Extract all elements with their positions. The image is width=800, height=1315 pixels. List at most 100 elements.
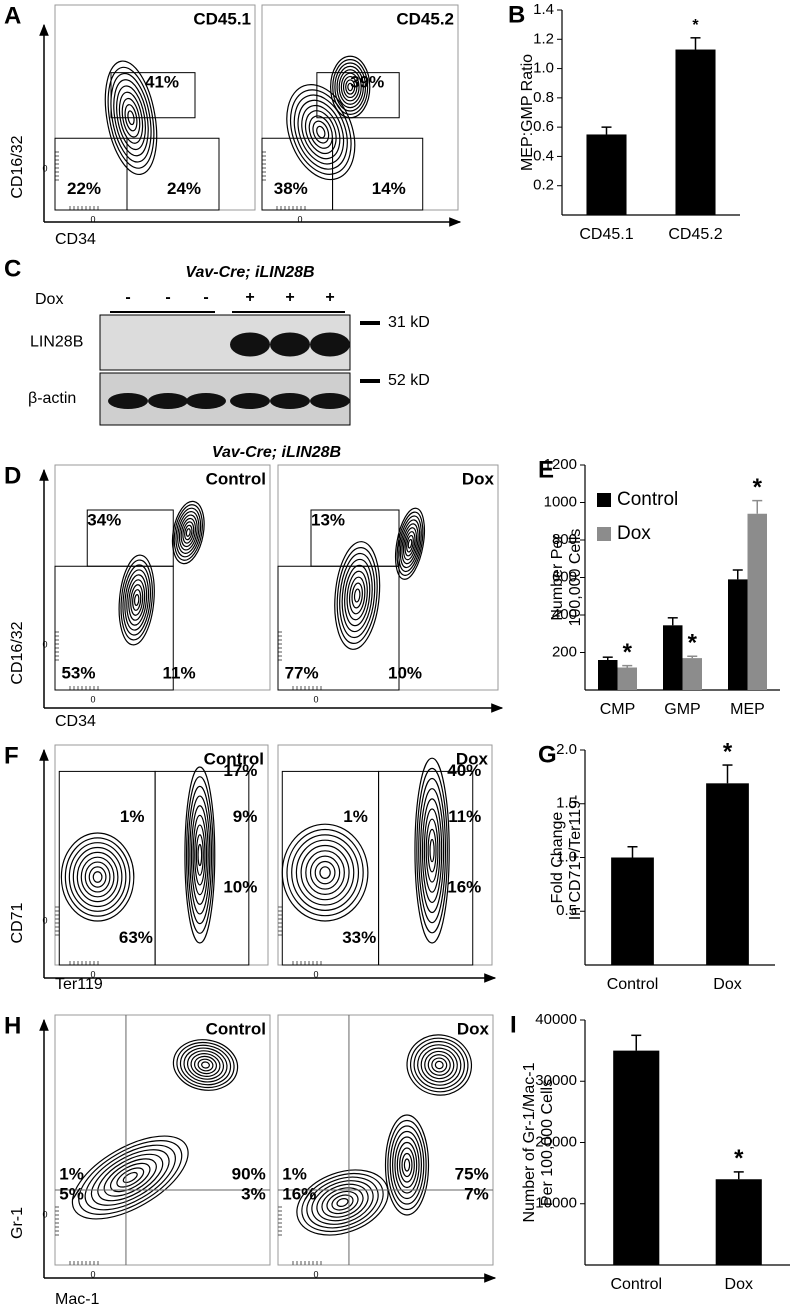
contour-line bbox=[417, 1044, 462, 1086]
contour-line bbox=[431, 1057, 448, 1073]
contour-line bbox=[304, 110, 337, 155]
contour-line bbox=[336, 546, 378, 645]
row-label: Dox bbox=[35, 291, 63, 308]
axis-zero-label: 0 bbox=[90, 214, 95, 224]
contour-line bbox=[190, 1053, 221, 1077]
axis-zero-label: 0 bbox=[313, 969, 318, 979]
contour-line bbox=[92, 871, 103, 883]
gate-percent: 33% bbox=[342, 928, 376, 947]
contour-line bbox=[312, 120, 330, 144]
y-tick-label: 200 bbox=[552, 643, 577, 660]
bar bbox=[706, 783, 749, 965]
axis-zero-label: 0 bbox=[42, 639, 47, 649]
contour-line bbox=[406, 534, 414, 553]
y-axis-label: Number Per bbox=[549, 534, 566, 621]
x-tick-label: Control bbox=[610, 1276, 662, 1293]
lane-sign: - bbox=[125, 289, 130, 306]
legend-label: Control bbox=[617, 489, 678, 510]
axis-zero-label: 0 bbox=[42, 1209, 47, 1219]
significance-marker: * bbox=[753, 474, 763, 501]
contour-line bbox=[130, 584, 144, 616]
y-axis-label: Gr-1 bbox=[9, 1207, 26, 1239]
contour-line bbox=[301, 104, 341, 160]
x-tick-label: GMP bbox=[664, 701, 700, 718]
gate-percent: 16% bbox=[447, 877, 481, 896]
panel-label: C bbox=[4, 255, 21, 282]
flow-plot: 0 Dox 13% 77% 10% bbox=[277, 464, 499, 704]
contour-line bbox=[289, 89, 352, 175]
contour-line bbox=[421, 798, 443, 903]
contour-line bbox=[346, 570, 368, 621]
x-tick-label: CMP bbox=[600, 701, 636, 718]
contour-line bbox=[116, 1167, 145, 1188]
blot-band bbox=[310, 393, 350, 409]
contour-line bbox=[192, 814, 208, 896]
contour-line bbox=[104, 60, 158, 176]
flow-plot: 0 Dox 1%16% 75%7% bbox=[277, 1014, 494, 1279]
y-axis-label: CD16/32 bbox=[9, 621, 26, 684]
gate-percent: 53% bbox=[61, 664, 95, 683]
contour-line bbox=[398, 515, 422, 573]
y-tick-label: 1.0 bbox=[533, 60, 554, 77]
gate bbox=[54, 565, 174, 691]
contour-line bbox=[132, 589, 142, 611]
contour-line bbox=[401, 1152, 413, 1178]
contour-line bbox=[84, 861, 111, 893]
plot-title: Control bbox=[206, 469, 266, 488]
gate-percent: 1% bbox=[59, 1164, 84, 1183]
contour-line bbox=[190, 805, 209, 905]
contour-line bbox=[180, 517, 197, 548]
y-tick-label: 1.4 bbox=[533, 1, 554, 18]
contour-line bbox=[71, 1135, 189, 1220]
plot-frame bbox=[277, 1014, 494, 1266]
lane-sign: + bbox=[285, 289, 294, 306]
contour-line bbox=[427, 828, 437, 873]
bar bbox=[747, 513, 767, 690]
contour-line bbox=[434, 1060, 444, 1070]
bar bbox=[663, 625, 683, 690]
contour-line bbox=[118, 91, 144, 144]
gate bbox=[54, 137, 128, 211]
contour-line bbox=[122, 1171, 138, 1184]
x-axis-label: Mac-1 bbox=[55, 1291, 100, 1308]
gate-percent: 38% bbox=[274, 179, 308, 198]
gate bbox=[277, 565, 400, 691]
contour-line bbox=[401, 523, 419, 565]
y-axis-label: CD71 bbox=[9, 902, 26, 943]
contour-line bbox=[76, 851, 119, 903]
plot-frame bbox=[54, 1014, 271, 1266]
plot-title: Control bbox=[204, 749, 264, 768]
gate-percent: 13% bbox=[311, 511, 345, 530]
gate bbox=[316, 72, 400, 119]
plot-title: CD45.1 bbox=[193, 9, 251, 28]
contour-line bbox=[309, 855, 341, 890]
contour-line bbox=[178, 514, 198, 551]
contour-line bbox=[326, 1190, 359, 1215]
significance-marker: * bbox=[623, 639, 633, 666]
gate-percent: 77% bbox=[285, 664, 319, 683]
contour-line bbox=[116, 85, 146, 151]
contour-line bbox=[336, 65, 364, 109]
contour-line bbox=[399, 1147, 415, 1183]
y-tick-label: 0.2 bbox=[533, 177, 554, 194]
x-tick-label: Dox bbox=[725, 1276, 753, 1293]
y-tick-label: 0.4 bbox=[533, 147, 554, 164]
gate-percent: 7% bbox=[464, 1184, 489, 1203]
bar bbox=[617, 667, 637, 690]
contour-line bbox=[410, 1037, 469, 1093]
y-tick-label: 0.6 bbox=[533, 118, 554, 135]
contour-line bbox=[184, 766, 216, 944]
y-tick-label: 20000 bbox=[535, 1133, 577, 1150]
gate-percent: 10% bbox=[223, 877, 257, 896]
bar bbox=[715, 1179, 762, 1265]
gate-percent: 16% bbox=[282, 1184, 316, 1203]
axis-zero-label: 0 bbox=[90, 694, 95, 704]
plot-frame bbox=[277, 464, 499, 691]
contour-line bbox=[109, 1162, 151, 1193]
blot-band bbox=[148, 393, 188, 409]
contour-line bbox=[353, 588, 361, 603]
contour-line bbox=[418, 777, 447, 924]
gate bbox=[154, 770, 250, 966]
y-axis-label: MEP:GMP Ratio bbox=[519, 54, 536, 171]
